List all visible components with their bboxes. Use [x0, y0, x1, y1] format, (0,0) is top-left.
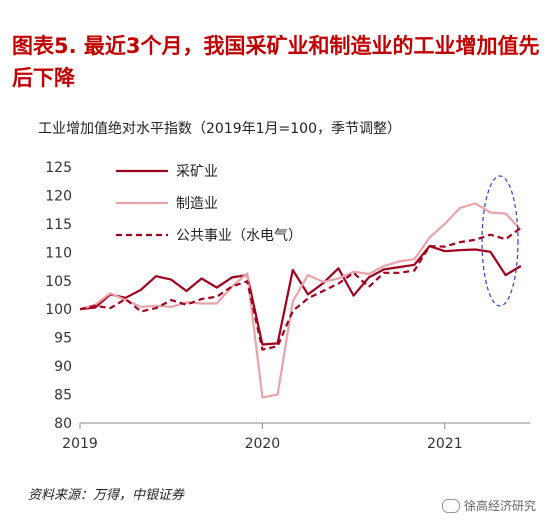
x-axis: 2019 2020 2021 — [62, 422, 530, 452]
figure-title: 图表5. 最近3个月，我国采矿业和制造业的工业增加值先后下降 — [12, 34, 540, 90]
y-tick-label: 85 — [54, 388, 72, 404]
legend-label: 制造业 — [176, 196, 218, 212]
series-layer — [79, 202, 522, 399]
y-tick-label: 125 — [45, 160, 72, 176]
watermark: 徐高经济研究 — [441, 497, 536, 514]
y-tick-label: 95 — [54, 331, 72, 347]
wechat-icon — [441, 498, 460, 513]
y-tick-label: 105 — [45, 274, 72, 290]
legend-label: 公共事业（水电气） — [176, 228, 302, 244]
watermark-label: 徐高经济研究 — [463, 499, 536, 513]
y-tick-label: 90 — [54, 359, 72, 375]
source-note: 资料来源：万得，中银证券 — [28, 488, 185, 503]
x-tick-label: 2020 — [245, 436, 281, 452]
y-tick-label: 80 — [54, 416, 72, 432]
y-tick-label: 120 — [45, 188, 72, 204]
x-tick-label: 2019 — [62, 436, 98, 452]
y-tick-label: 115 — [45, 217, 72, 233]
legend-label: 采矿业 — [176, 164, 218, 180]
series-line-2 — [79, 202, 522, 399]
x-tick-label: 2021 — [427, 436, 463, 452]
series-line-1 — [79, 245, 522, 346]
y-tick-label: 110 — [45, 245, 72, 261]
series-line-3 — [79, 227, 522, 351]
highlight-ellipse — [481, 175, 519, 307]
y-tick-label: 100 — [45, 302, 72, 318]
y-axis-caption: 工业增加值绝对水平指数（2019年1月=100，季节调整） — [38, 121, 401, 137]
y-axis: 80 85 90 95 100 105 110 115 120 125 — [45, 160, 72, 432]
